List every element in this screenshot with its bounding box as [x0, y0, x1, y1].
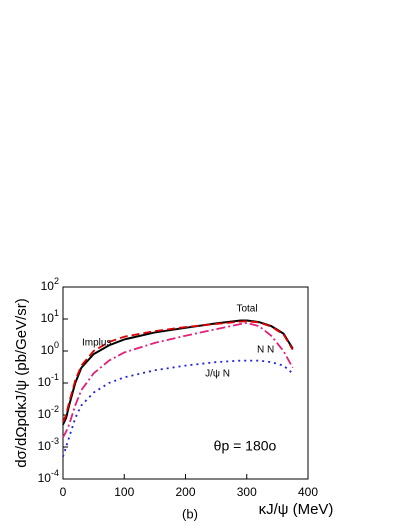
y-tick-label: 101 [41, 308, 59, 325]
x-tick-label: 200 [175, 485, 195, 499]
y-tick-label: 102 [41, 276, 59, 293]
series-line [62, 322, 294, 438]
y-tick-label: 10-2 [38, 404, 59, 421]
series-label: Total [236, 304, 257, 315]
y-tick-label: 10-3 [38, 436, 59, 453]
y-tick-label: 100 [41, 340, 59, 357]
series-line [62, 359, 294, 457]
x-tick-label: 100 [114, 485, 134, 499]
series-label: J/ψ N [205, 369, 230, 380]
series-label: N N [257, 345, 274, 356]
y-tick-label: 10-1 [38, 372, 59, 389]
x-tick-label: 300 [237, 485, 257, 499]
x-axis-label: κJ/ψ (MeV) [259, 501, 334, 518]
y-axis-label: dσ/dΩpdκJ/ψ (pb/GeV/sr) [13, 298, 30, 468]
x-tick-label: 0 [60, 485, 67, 499]
x-tick-label: 400 [298, 485, 318, 499]
series-label: Implus [82, 338, 111, 349]
panel-label: (b) [182, 506, 198, 521]
series-line [62, 319, 294, 426]
y-tick-label: 10-4 [38, 468, 59, 485]
series-line [62, 320, 294, 423]
annotation: θp = 180o [214, 438, 277, 454]
